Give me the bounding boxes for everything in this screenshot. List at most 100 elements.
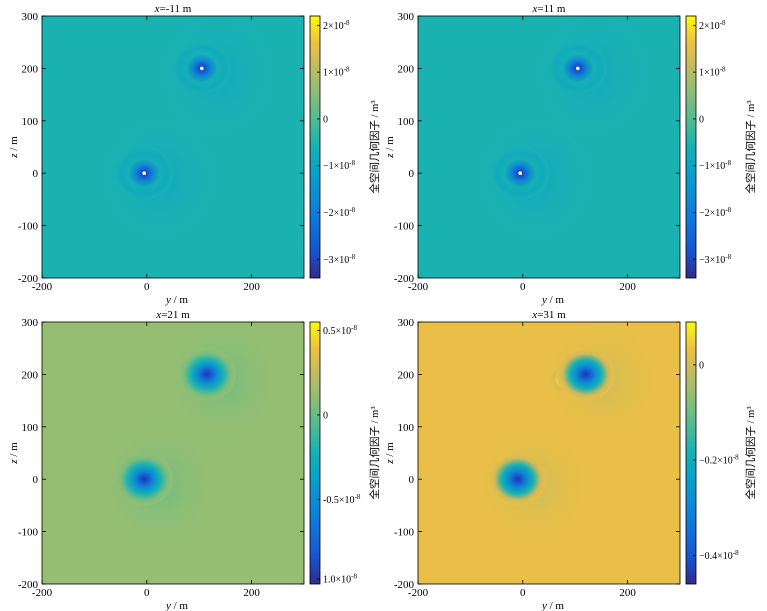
colorbar-tick-mantissa: 2×10	[323, 21, 344, 32]
colorbar-tick-label: −3×10-8	[699, 253, 732, 266]
title-variable: x	[155, 309, 161, 321]
colorbar-label: 全空间几何因子 / m³	[368, 101, 381, 194]
y-tick-label: 0	[409, 474, 415, 486]
plot-frame	[41, 321, 305, 585]
colorbar-tick-mantissa: 1×10	[699, 68, 720, 79]
x-tick-label: 200	[619, 587, 636, 599]
x-tick-label: 0	[520, 587, 526, 599]
x-tick-label: 0	[144, 587, 150, 599]
colorbar-tick-exponent: -8	[349, 159, 355, 167]
source-point	[518, 171, 522, 175]
x-tick-label: -200	[32, 587, 53, 599]
title-value: =31 m	[537, 309, 566, 321]
y-tick-label: -100	[394, 221, 415, 233]
y-tick-label: -100	[18, 221, 39, 233]
colorbar-tick-exponent: -8	[725, 253, 731, 261]
colorbar-tick-mantissa: 1.0×10	[323, 575, 351, 586]
x-axis-unit: / m	[171, 294, 189, 306]
source-point	[142, 171, 146, 175]
y-tick-label: -200	[18, 579, 39, 591]
y-axis-unit: / m	[384, 136, 396, 154]
y-tick-label: 200	[22, 63, 39, 75]
y-tick-label: 0	[33, 168, 39, 180]
colorbar-tick-mantissa: 2×10	[699, 21, 720, 32]
colorbar-tick-exponent: -8	[344, 19, 350, 27]
title-variable: x	[154, 3, 160, 15]
x-tick-label: 0	[520, 281, 526, 293]
y-axis-unit: / m	[8, 442, 20, 460]
colorbar-tick-label: 1×10-8	[699, 66, 726, 79]
x-tick-label: 200	[243, 281, 260, 293]
colorbar-tick-exponent: -8	[349, 206, 355, 214]
plot-area	[42, 16, 304, 278]
y-axis-label: z / m	[8, 136, 20, 159]
y-axis-label: z / m	[384, 442, 396, 465]
x-axis-label: y / m	[165, 600, 188, 611]
y-tick-label: 100	[398, 116, 415, 128]
colorbar-tick-exponent: -8	[351, 573, 357, 581]
colorbar-tick-exponent: -8	[354, 493, 360, 501]
negative-anomaly	[178, 348, 236, 401]
colorbar-tick-mantissa: 0	[699, 114, 704, 125]
colorbar-tick-exponent: -8	[725, 206, 731, 214]
colorbar-tick-mantissa: 0	[699, 360, 704, 371]
y-tick-label: 300	[22, 317, 39, 329]
colorbar-label: 全空间几何因子 / m³	[744, 101, 757, 194]
negative-anomaly	[115, 453, 173, 506]
y-tick-label: -200	[18, 273, 39, 285]
x-axis-label: y / m	[165, 294, 188, 306]
colorbar	[685, 15, 697, 279]
colorbar-tick-label: 0.5×10-8	[323, 324, 357, 337]
y-axis-label: z / m	[384, 136, 396, 159]
colorbar-tick-label: 1.0×10-8	[323, 573, 357, 586]
source-point	[200, 66, 204, 71]
y-tick-label: -100	[394, 527, 415, 539]
x-axis-variable: y	[541, 600, 547, 611]
colorbar	[309, 15, 321, 279]
negative-anomaly	[556, 348, 615, 401]
title-value: =21 m	[161, 309, 190, 321]
y-axis-unit: / m	[384, 442, 396, 460]
plot-area	[418, 322, 680, 584]
chart-title: x=11 m	[532, 3, 566, 15]
y-axis-unit: / m	[8, 136, 20, 154]
colorbar-tick-exponent: -8	[351, 324, 357, 332]
y-axis-variable: z	[384, 153, 396, 159]
y-tick-label: 300	[22, 11, 39, 23]
colorbar-tick-label: −0.2×10-8	[699, 454, 739, 467]
colorbar-tick-label: 0	[323, 410, 328, 421]
colorbar-tick-mantissa: −3×10	[323, 255, 349, 266]
y-tick-label: 0	[33, 474, 39, 486]
colorbar-tick-label: −0.4×10-8	[699, 549, 739, 562]
x-axis-variable: y	[165, 294, 171, 306]
y-tick-label: 100	[398, 422, 415, 434]
colorbar-tick-label: 0	[323, 114, 328, 125]
plot-frame	[417, 321, 681, 585]
colorbar-tick-label: −1×10-8	[323, 159, 356, 172]
y-tick-label: -100	[18, 527, 39, 539]
title-variable: x	[532, 3, 538, 15]
x-tick-label: 0	[144, 281, 150, 293]
colorbar-tick-label: 1×10-8	[323, 66, 350, 79]
colorbar-tick-exponent: -8	[733, 549, 739, 557]
y-tick-label: -200	[394, 273, 415, 285]
x-axis-label: y / m	[541, 600, 564, 611]
title-value: =-11 m	[160, 3, 192, 15]
colorbar-tick-mantissa: −2×10	[323, 208, 349, 219]
colorbar-tick-label: 2×10-8	[699, 19, 726, 32]
negative-anomaly	[488, 453, 547, 506]
colorbar-tick-exponent: -8	[733, 454, 739, 462]
colorbar-tick-mantissa: 1×10	[323, 68, 344, 79]
plot-area	[42, 322, 304, 584]
source-point	[576, 66, 580, 71]
y-axis-variable: z	[8, 153, 20, 159]
colorbar-tick-exponent: -8	[344, 66, 350, 74]
chart-title: x=-11 m	[154, 3, 192, 15]
colorbar-tick-mantissa: 0	[323, 114, 328, 125]
colorbar	[309, 321, 321, 585]
x-axis-unit: / m	[547, 600, 565, 611]
colorbar	[685, 321, 697, 585]
